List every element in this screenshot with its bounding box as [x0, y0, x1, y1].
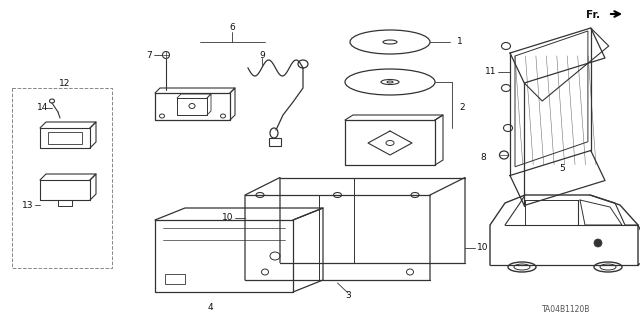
Circle shape	[594, 239, 602, 247]
Text: 7: 7	[147, 50, 152, 60]
Text: 13: 13	[22, 201, 33, 210]
Text: 4: 4	[207, 302, 213, 311]
Text: 14: 14	[37, 103, 49, 113]
Text: 1: 1	[457, 38, 463, 47]
Text: 10: 10	[477, 243, 488, 253]
Text: 9: 9	[259, 50, 265, 60]
Bar	[48, 132, 82, 144]
Bar	[165, 274, 185, 284]
Text: 11: 11	[484, 68, 496, 77]
Text: 8: 8	[480, 152, 486, 161]
Text: TA04B1120B: TA04B1120B	[541, 306, 590, 315]
Text: 2: 2	[459, 103, 465, 113]
Text: 12: 12	[60, 78, 70, 87]
Bar	[269, 138, 281, 146]
Text: 10: 10	[221, 213, 233, 222]
Bar	[12, 88, 112, 268]
Text: 5: 5	[559, 164, 565, 173]
Text: 6: 6	[229, 24, 235, 33]
Text: Fr.: Fr.	[586, 10, 600, 20]
Text: 3: 3	[345, 292, 351, 300]
